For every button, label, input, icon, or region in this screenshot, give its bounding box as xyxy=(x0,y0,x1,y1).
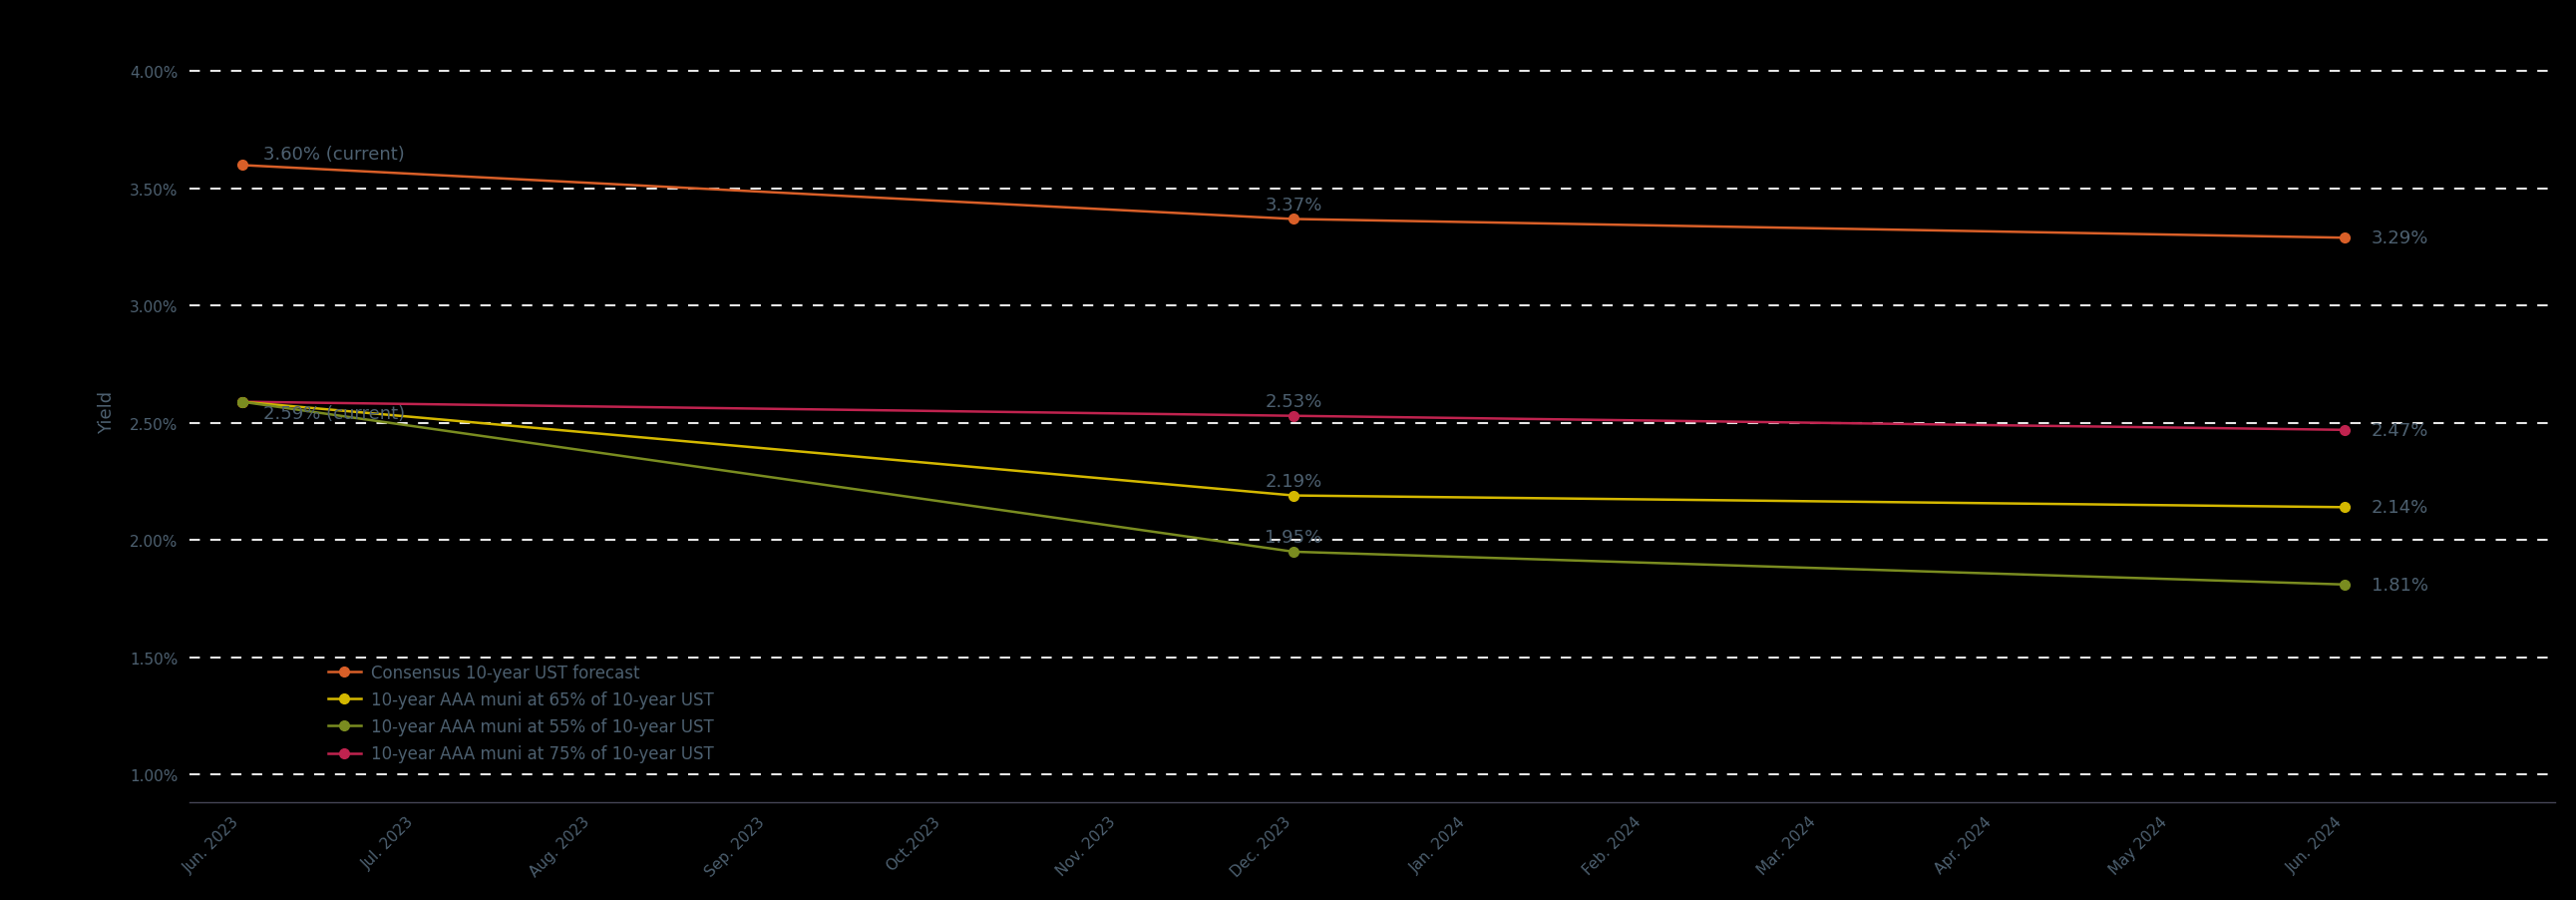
Text: 1.95%: 1.95% xyxy=(1265,528,1321,546)
Text: 2.47%: 2.47% xyxy=(2370,421,2429,439)
Y-axis label: Yield: Yield xyxy=(98,391,116,433)
Text: 2.14%: 2.14% xyxy=(2370,499,2429,517)
Text: 2.53%: 2.53% xyxy=(1265,392,1321,410)
Text: 3.29%: 3.29% xyxy=(2370,230,2429,248)
Text: 3.60% (current): 3.60% (current) xyxy=(263,146,404,164)
Legend: Consensus 10-year UST forecast, 10-year AAA muni at 65% of 10-year UST, 10-year : Consensus 10-year UST forecast, 10-year … xyxy=(327,664,714,763)
Text: 1.81%: 1.81% xyxy=(2370,576,2429,594)
Text: 3.37%: 3.37% xyxy=(1265,196,1321,214)
Text: 2.19%: 2.19% xyxy=(1265,472,1321,491)
Text: 2.59% (current): 2.59% (current) xyxy=(263,405,404,423)
